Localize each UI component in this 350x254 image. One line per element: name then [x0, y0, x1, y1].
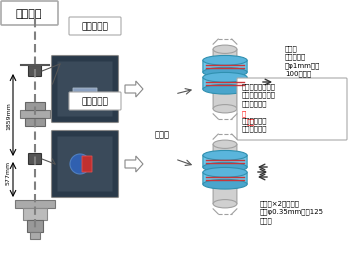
FancyBboxPatch shape — [213, 145, 237, 204]
Ellipse shape — [213, 46, 237, 54]
Bar — [25, 103, 45, 110]
FancyBboxPatch shape — [203, 156, 247, 168]
Ellipse shape — [203, 68, 247, 78]
Bar — [20, 110, 50, 119]
Bar — [15, 200, 55, 208]
FancyBboxPatch shape — [69, 93, 121, 110]
Ellipse shape — [203, 85, 247, 95]
Ellipse shape — [203, 73, 247, 83]
Text: 受信コイル: 受信コイル — [82, 97, 108, 106]
Ellipse shape — [203, 56, 247, 66]
FancyBboxPatch shape — [237, 79, 347, 140]
FancyBboxPatch shape — [69, 18, 121, 36]
Text: に発生するよ
うにしておく: に発生するよ うにしておく — [242, 117, 267, 132]
FancyBboxPatch shape — [57, 137, 112, 192]
Bar — [23, 208, 47, 220]
Bar — [30, 232, 40, 239]
Text: 向き: 向き — [247, 109, 256, 124]
Text: 磁化器: 磁化器 — [154, 130, 169, 139]
Text: コイル×2エナメル
線（φ0.35mm）を125
回巻き: コイル×2エナメル 線（φ0.35mm）を125 回巻き — [260, 199, 324, 223]
Bar — [27, 220, 43, 232]
Bar — [25, 119, 45, 126]
Text: 逆: 逆 — [242, 109, 246, 116]
FancyBboxPatch shape — [1, 2, 58, 26]
FancyBboxPatch shape — [28, 66, 42, 77]
Ellipse shape — [203, 163, 247, 172]
FancyBboxPatch shape — [77, 95, 93, 105]
FancyBboxPatch shape — [213, 50, 237, 109]
FancyBboxPatch shape — [203, 173, 247, 184]
Ellipse shape — [213, 105, 237, 114]
FancyBboxPatch shape — [51, 131, 119, 198]
Text: 計測状況: 計測状況 — [16, 9, 42, 19]
Text: 1859mm: 1859mm — [6, 102, 11, 130]
Polygon shape — [125, 82, 143, 98]
FancyBboxPatch shape — [28, 154, 42, 165]
Text: 二つのコイルに発
生する超音波によ
る誘導電圧が: 二つのコイルに発 生する超音波によ る誘導電圧が — [242, 83, 276, 106]
FancyBboxPatch shape — [82, 156, 92, 172]
Ellipse shape — [203, 151, 247, 161]
Text: 577mm: 577mm — [6, 160, 11, 184]
FancyBboxPatch shape — [203, 78, 247, 90]
FancyBboxPatch shape — [73, 89, 97, 95]
Polygon shape — [125, 156, 143, 172]
Ellipse shape — [70, 154, 90, 174]
Ellipse shape — [213, 200, 237, 208]
FancyBboxPatch shape — [51, 56, 119, 123]
Ellipse shape — [203, 180, 247, 189]
Text: 発信コイル: 発信コイル — [82, 22, 108, 31]
Text: コイル
エナメル線
（φ1mm）を
100回巻き: コイル エナメル線 （φ1mm）を 100回巻き — [285, 45, 320, 77]
FancyBboxPatch shape — [57, 62, 112, 117]
Ellipse shape — [203, 168, 247, 178]
FancyBboxPatch shape — [203, 61, 247, 73]
Ellipse shape — [213, 140, 237, 149]
